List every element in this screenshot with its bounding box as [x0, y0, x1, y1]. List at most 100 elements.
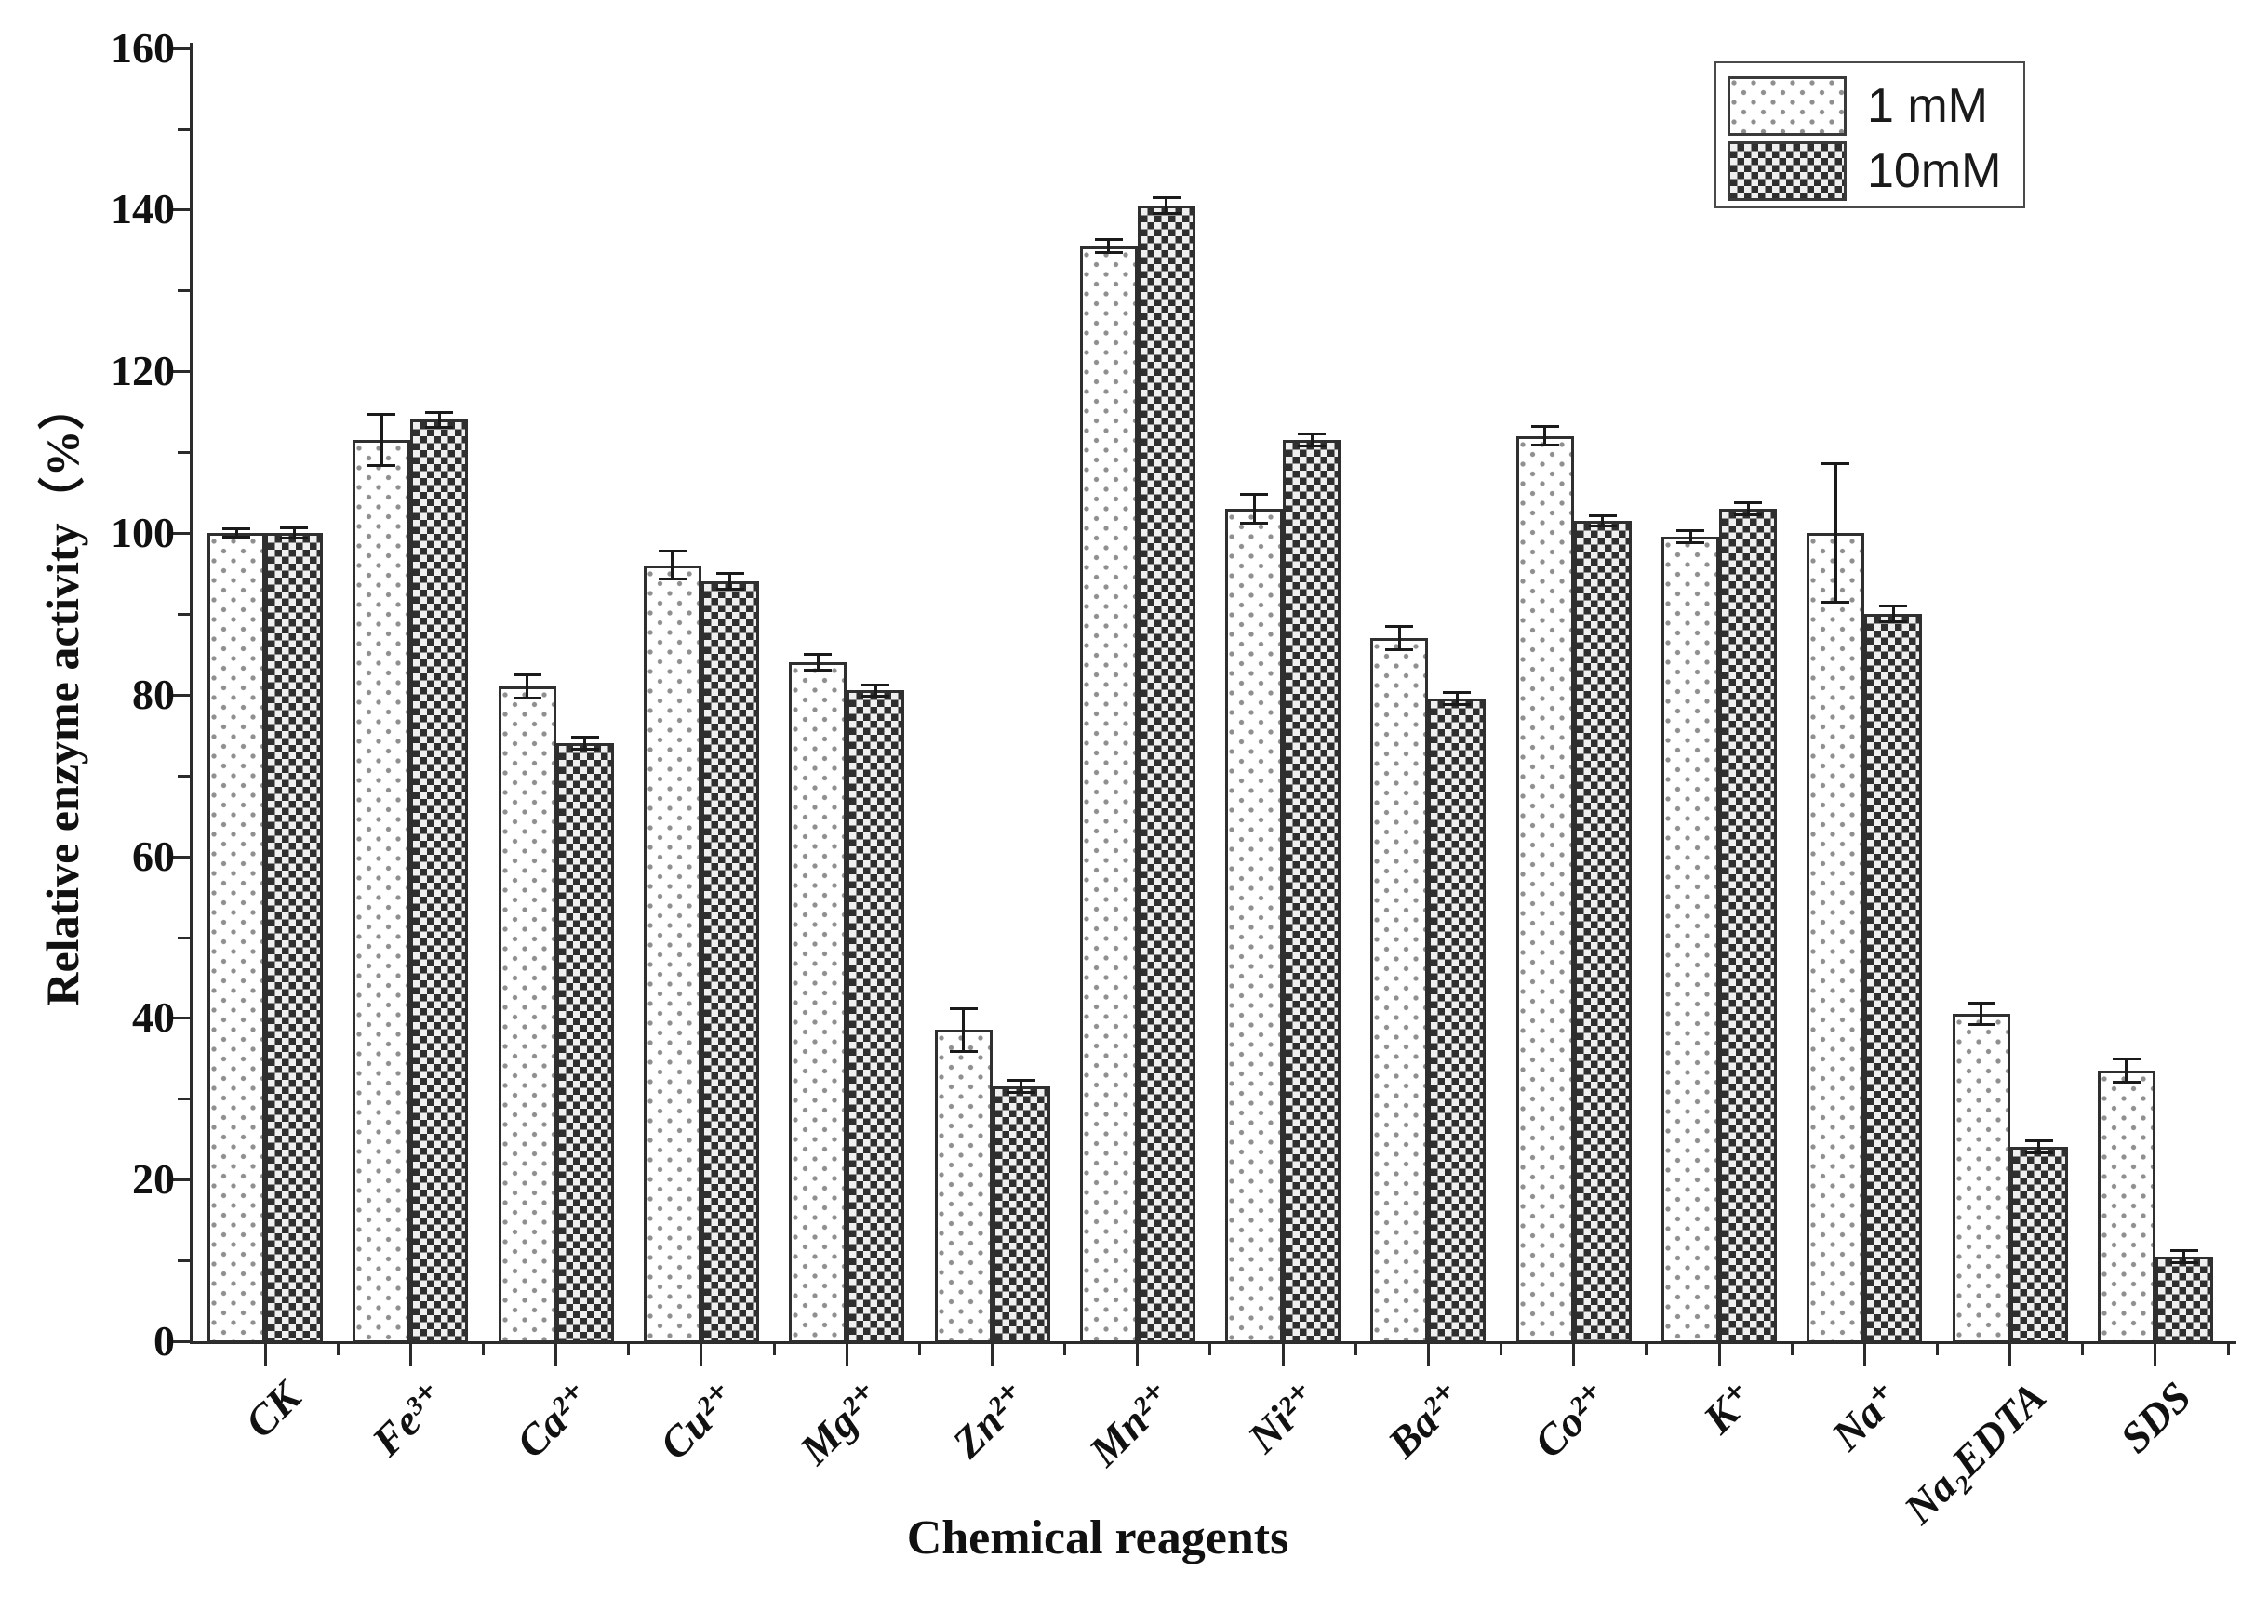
bar-CK-10mM [265, 533, 323, 1343]
error-bar-cap-bottom [570, 747, 599, 751]
legend: 1 mM 10mM [1714, 61, 2025, 208]
error-bar-line [1601, 514, 1605, 527]
error-bar-cap-top [2024, 1139, 2053, 1143]
error-bar-line [437, 411, 441, 429]
legend-label: 10mM [1867, 144, 2002, 198]
y-tick-label: 80 [132, 670, 175, 718]
error-bar-cap-top [658, 550, 687, 553]
error-bar-cap-top [1879, 605, 1908, 608]
error-bar-cap-top [222, 526, 250, 530]
x-tick-major [2008, 1344, 2012, 1366]
y-tick-minor [178, 289, 190, 293]
error-bar-line [1980, 1002, 1983, 1026]
y-tick-label: 60 [132, 832, 175, 880]
error-bar-cap-bottom [1094, 251, 1123, 255]
error-bar-cap-bottom [1530, 444, 1559, 447]
x-tick-minor [2081, 1344, 2085, 1355]
bar-SDS-1mM [2097, 1070, 2155, 1343]
error-bar-cap-top [1443, 691, 1472, 695]
error-bar-cap-bottom [1821, 600, 1850, 604]
error-bar-line [671, 551, 674, 580]
y-tick-label: 140 [111, 185, 175, 233]
error-bar-line [1310, 433, 1314, 446]
error-bar-line [526, 674, 529, 699]
bar-Fe³⁺-1mM [353, 440, 411, 1343]
error-bar-line [1165, 197, 1168, 214]
bar-Ca²⁺-10mM [555, 742, 614, 1343]
error-bar-cap-top [1734, 500, 1762, 504]
bar-Mg²⁺-1mM [789, 662, 847, 1343]
y-tick-label: 120 [111, 347, 175, 395]
x-tick-minor [772, 1344, 776, 1355]
x-tick-major [845, 1344, 848, 1366]
bar-Ca²⁺-1mM [498, 686, 556, 1343]
error-bar-cap-top [1821, 462, 1850, 466]
y-tick-label: 20 [132, 1155, 175, 1204]
bar-Co²⁺-10mM [1573, 520, 1632, 1343]
bar-Na₂EDTA-10mM [2009, 1147, 2068, 1343]
y-tick-label: 40 [132, 993, 175, 1042]
error-bar-line [1455, 692, 1459, 706]
y-tick-major [169, 1178, 190, 1182]
x-tick-major [1717, 1344, 1721, 1366]
error-bar-cap-bottom [1588, 525, 1617, 528]
error-bar-cap-top [570, 735, 599, 739]
bar-Ni²⁺-1mM [1225, 508, 1284, 1343]
error-bar-line [1020, 1080, 1022, 1094]
error-bar-cap-top [1007, 1079, 1035, 1083]
error-bar-cap-top [1676, 529, 1704, 533]
x-tick-major [2154, 1344, 2157, 1366]
error-bar-line [292, 526, 296, 539]
error-bar-cap-bottom [1967, 1023, 1995, 1027]
bar-Zn²⁺-1mM [934, 1030, 993, 1343]
error-bar-line [583, 736, 587, 750]
error-bar-cap-top [1094, 237, 1123, 241]
error-bar-cap-bottom [658, 578, 687, 581]
error-bar-cap-bottom [1152, 211, 1181, 215]
bar-Na⁺-1mM [1807, 533, 1865, 1343]
error-bar-cap-bottom [513, 697, 541, 700]
x-tick-minor [917, 1344, 921, 1355]
x-tick-minor [1354, 1344, 1357, 1355]
error-bar-cap-bottom [425, 426, 454, 430]
x-tick-major [1862, 1344, 1866, 1366]
error-bar-cap-bottom [2169, 1260, 2198, 1264]
bar-K⁺-1mM [1661, 537, 1719, 1343]
error-bar-cap-bottom [1385, 648, 1414, 651]
error-bar-cap-top [367, 413, 396, 417]
bar-Mg²⁺-10mM [847, 690, 905, 1343]
x-tick-minor [481, 1344, 485, 1355]
x-axis-title: Chemical reagents [906, 1511, 1289, 1564]
x-tick-major [554, 1344, 558, 1366]
x-tick-minor [1500, 1344, 1503, 1355]
bar-Zn²⁺-10mM [992, 1086, 1050, 1343]
y-tick-label: 100 [111, 509, 175, 556]
error-bar-cap-top [1298, 433, 1327, 436]
error-bar-cap-bottom [1240, 521, 1269, 525]
x-tick-minor [1790, 1344, 1794, 1355]
y-tick-major [169, 693, 190, 697]
error-bar-line [380, 414, 383, 466]
error-bar-line [1688, 530, 1692, 544]
y-tick-major [169, 208, 190, 212]
error-bar-cap-bottom [861, 695, 890, 699]
y-tick-major [169, 1340, 190, 1343]
y-tick-major [169, 47, 190, 50]
y-tick-minor [178, 612, 190, 616]
x-tick-minor [1208, 1344, 1212, 1355]
bar-Mn²⁺-1mM [1079, 246, 1138, 1343]
error-bar-cap-bottom [367, 463, 396, 467]
y-axis-line [190, 43, 193, 1344]
error-bar-line [1252, 494, 1256, 524]
bar-Cu²⁺-10mM [700, 581, 759, 1343]
x-tick-major [1281, 1344, 1285, 1366]
x-tick-major [1426, 1344, 1430, 1366]
error-bar-cap-bottom [2024, 1151, 2053, 1155]
y-tick-minor [178, 1098, 190, 1101]
error-bar-cap-top [949, 1006, 978, 1010]
error-bar-cap-bottom [1734, 512, 1762, 516]
x-tick-major [1572, 1344, 1576, 1366]
x-tick-minor [1935, 1344, 1939, 1355]
error-bar-line [728, 573, 732, 590]
